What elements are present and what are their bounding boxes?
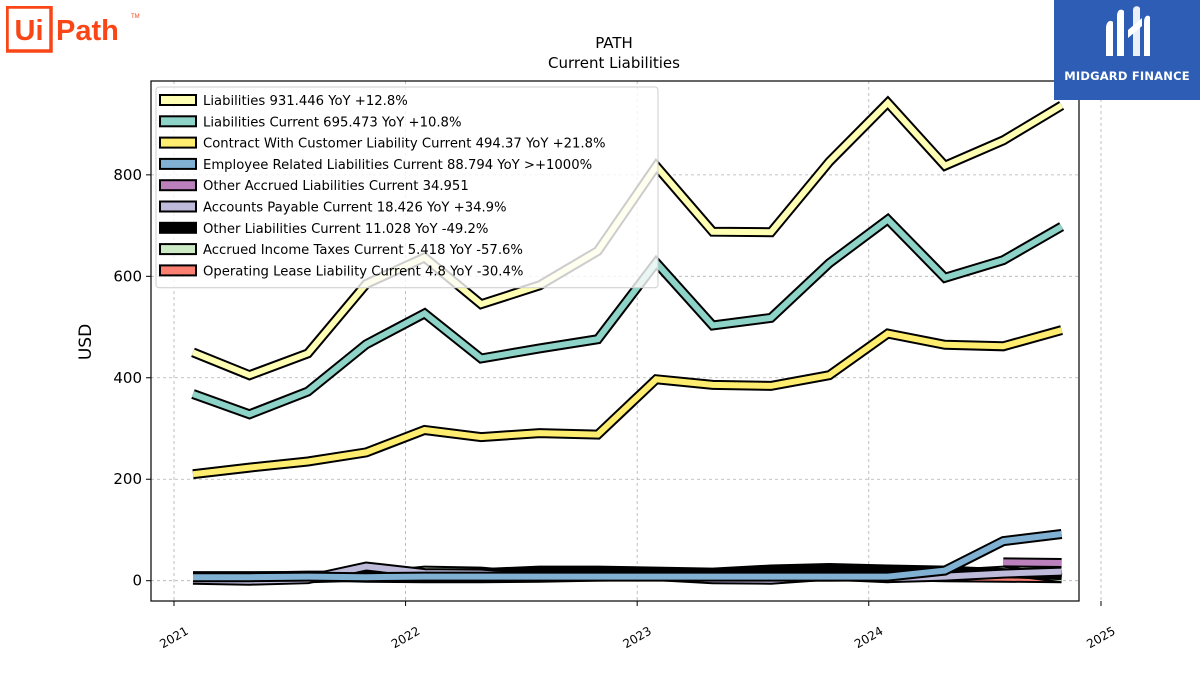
chart-subtitle: Current Liabilities: [548, 54, 680, 72]
legend-swatch-employee-related-liabilities-current: [159, 157, 197, 170]
x-tick-label: 2025: [1084, 624, 1117, 651]
legend-label-employee-related-liabilities-current: Employee Related Liabilities Current 88.…: [203, 158, 592, 173]
y-tick-label: 400: [113, 369, 142, 387]
legend-label-accounts-payable-current: Accounts Payable Current 18.426 YoY +34.…: [203, 201, 507, 216]
legend-label-operating-lease-liability-current: Operating Lease Liability Current 4.8 Yo…: [203, 264, 523, 279]
series-outline-contract-with-customer-liability-current: [192, 325, 1063, 480]
svg-text:Path: Path: [56, 15, 119, 47]
uipath-logo-frame: [6, 6, 53, 53]
series-line-liabilities-current: [191, 215, 1064, 418]
legend: Liabilities 931.446 YoY +12.8% Liabilitie…: [155, 86, 659, 289]
legend-swatch-other-liabilities-current: [159, 221, 197, 234]
uipath-logo: Ui Path TM: [6, 6, 140, 53]
legend-label-liabilities-current: Liabilities Current 695.473 YoY +10.8%: [203, 115, 461, 130]
y-axis-label: USD: [76, 324, 96, 360]
legend-label-accrued-income-taxes-current: Accrued Income Taxes Current 5.418 YoY -…: [203, 243, 523, 258]
y-tick-label: 600: [113, 267, 142, 285]
series-line-other-accrued-liabilities-current: [1003, 559, 1062, 566]
midgard-finance-text: MIDGARD FINANCE: [1064, 69, 1190, 83]
legend-label-other-liabilities-current: Other Liabilities Current 11.028 YoY -49…: [203, 222, 488, 237]
series-line-contract-with-customer-liability-current: [192, 327, 1063, 478]
legend-swatch-liabilities: [159, 94, 197, 106]
legend-swatch-accrued-income-taxes-current: [159, 243, 197, 256]
series-lines: [191, 95, 1065, 586]
midgard-emblem-icon: [1106, 6, 1150, 57]
legend-swatch-other-accrued-liabilities-current: [159, 179, 197, 192]
x-tick-label: 2024: [852, 624, 885, 651]
x-tick-label: 2023: [620, 624, 653, 651]
midgard-finance-logo: MIDGARD FINANCE: [1054, 0, 1200, 100]
plot-frame: [150, 80, 1080, 602]
legend-swatch-contract-with-customer-liability-current: [159, 136, 197, 149]
y-tick-label: 0: [132, 572, 142, 590]
y-tick-label: 800: [113, 166, 142, 184]
x-tick-label: 2021: [157, 624, 190, 651]
legend-box: [155, 86, 659, 289]
legend-label-contract-with-customer-liability-current: Contract With Customer Liability Current…: [203, 137, 606, 152]
svg-text:Ui: Ui: [15, 15, 44, 47]
legend-label-liabilities: Liabilities 931.446 YoY +12.8%: [203, 94, 408, 109]
chart-title: PATH: [595, 34, 633, 52]
legend-swatch-operating-lease-liability-current: [159, 264, 197, 277]
y-tick-label: 200: [113, 470, 142, 488]
series-line-employee-related-liabilities-current: [193, 531, 1062, 581]
x-tick-label: 2022: [389, 624, 422, 651]
legend-swatch-accounts-payable-current: [159, 200, 197, 213]
svg-text:TM: TM: [131, 14, 140, 20]
legend-swatch-liabilities-current: [159, 115, 197, 128]
legend-label-other-accrued-liabilities-current: Other Accrued Liabilities Current 34.951: [203, 179, 469, 194]
